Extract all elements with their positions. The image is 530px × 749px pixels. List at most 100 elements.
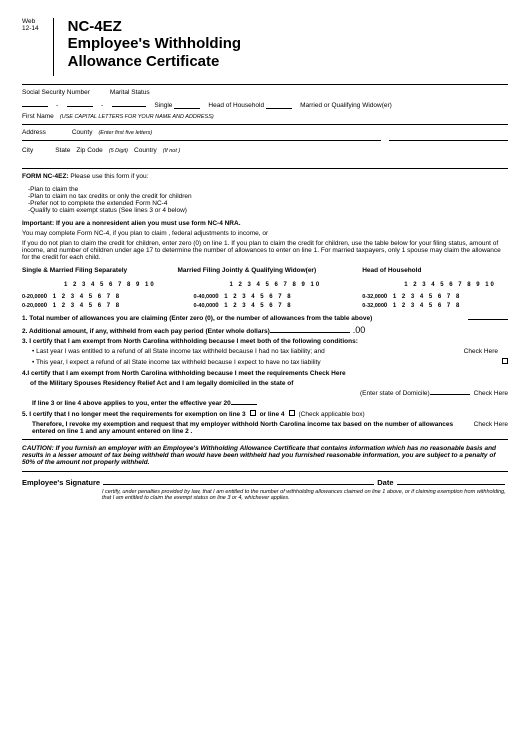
- bullet-1: -Plan to claim the: [28, 186, 508, 193]
- dash: -: [101, 102, 104, 109]
- q3a-row: • Last year I was entitled to a refund o…: [32, 348, 508, 355]
- address-input[interactable]: [22, 140, 381, 141]
- first-name-note: (USE CAPITAL LETTERS FOR YOUR NAME AND A…: [60, 114, 214, 120]
- q2-text: 2. Additional amount, if any, withheld f…: [22, 328, 270, 335]
- plan-text: If you do not plan to claim the credit f…: [22, 240, 508, 261]
- city-row: City State Zip Code (5 Digit) Country (I…: [22, 147, 508, 154]
- first-name-row: First Name (USE CAPITAL LETTERS FOR YOUR…: [22, 113, 508, 120]
- q2-row: 2. Additional amount, if any, withheld f…: [22, 325, 508, 335]
- check-here-2: Check Here: [474, 390, 508, 397]
- r2b: 0-40,000: [194, 303, 216, 309]
- q5-or: or line 4: [260, 411, 285, 418]
- country-note: (If not ): [163, 148, 180, 154]
- zip-note: (5 Digit): [109, 148, 128, 154]
- v2b: 0 1 2 3 4 5 6 7 8: [215, 303, 292, 309]
- q1-text: 1. Total number of allowances you are cl…: [22, 315, 468, 322]
- q5-applicable: (Check applicable box): [299, 411, 365, 418]
- marital-label: Marital Status: [110, 89, 150, 96]
- county-label: County: [72, 129, 93, 136]
- intro-bold: FORM NC-4EZ:: [22, 173, 69, 180]
- divider: [22, 168, 508, 169]
- header: Web 12-14 NC-4EZ Employee's Withholding …: [22, 18, 508, 76]
- sig-label: Employee's Signature: [22, 478, 100, 487]
- title-line-1: Employee's Withholding: [68, 35, 508, 53]
- first-name-input[interactable]: [22, 124, 508, 125]
- th-1: Single & Married Filing Separately: [22, 267, 178, 274]
- year-input[interactable]: [231, 404, 257, 405]
- v2c: 0 1 2 3 4 5 6 7 8: [384, 303, 461, 309]
- line34-row: If line 3 or line 4 above applies to you…: [32, 400, 508, 407]
- date-input[interactable]: [397, 484, 505, 485]
- therefore-row: Therefore, I revoke my exemption and req…: [32, 421, 508, 435]
- dash: -: [56, 102, 59, 109]
- sig-input[interactable]: [103, 484, 374, 485]
- form-code: NC-4EZ: [68, 18, 508, 35]
- v1b: 0 1 2 3 4 5 6 7 8: [215, 294, 292, 300]
- title-line-2: Allowance Certificate: [68, 53, 508, 71]
- ssn-field-1[interactable]: [22, 100, 48, 107]
- divider: [22, 439, 508, 440]
- bullet-3: -Prefer not to complete the extended For…: [28, 200, 508, 207]
- q1-input[interactable]: [468, 319, 508, 320]
- q5-text: 5. I certify that I no longer meet the r…: [22, 411, 246, 418]
- hoh-check[interactable]: [266, 102, 292, 109]
- domicile-input[interactable]: [430, 394, 470, 395]
- bullet-list: -Plan to claim the -Plan to claim no tax…: [28, 186, 508, 214]
- bullet-2: -Plan to claim no tax credits or only th…: [28, 193, 508, 200]
- signature-row: Employee's Signature Date: [22, 478, 508, 487]
- header-divider: [53, 18, 54, 76]
- ssn-label: Social Security Number: [22, 89, 90, 96]
- r2c: 0-32,000: [362, 303, 384, 309]
- ssn-marital-inputs: - - Single Head of Household Married or …: [22, 100, 508, 109]
- city-label: City: [22, 147, 33, 154]
- q3-text: 3. I certify that I am exempt from North…: [22, 338, 508, 345]
- nums-1: 1 2 3 4 5 6 7 8 9 10: [64, 282, 156, 288]
- check-here-1: Check Here: [464, 348, 498, 355]
- q4-domicile: (Enter state of Domicile): [360, 390, 430, 397]
- q3b: • This year, I expect a refund of all St…: [32, 359, 502, 366]
- q3-checkbox[interactable]: [502, 358, 508, 364]
- q4a: 4.I certify that I am exempt from North …: [22, 370, 508, 377]
- single-label: Single: [154, 102, 172, 109]
- form-page: Web 12-14 NC-4EZ Employee's Withholding …: [0, 0, 530, 519]
- county-input[interactable]: [389, 140, 509, 141]
- allowance-table: Single & Married Filing Separately Marri…: [22, 267, 508, 309]
- th-2: Married Filing Jointly & Qualifying Wido…: [178, 267, 363, 274]
- address-label: Address: [22, 129, 46, 136]
- v1: 0 1 2 3 4 5 6 7 8: [44, 294, 121, 300]
- state-label: State: [55, 147, 70, 154]
- caution-text: CAUTION: If you furnish an employer with…: [22, 445, 508, 466]
- divider: [22, 471, 508, 472]
- date-label: Date: [377, 478, 393, 487]
- q5-check-3[interactable]: [250, 410, 256, 416]
- ssn-field-3[interactable]: [112, 100, 146, 107]
- zip-label: Zip Code: [76, 147, 102, 154]
- r1b: 0-40,000: [194, 294, 216, 300]
- single-check[interactable]: [174, 102, 200, 109]
- q2-suffix: .00: [353, 325, 366, 335]
- important: Important: If you are a nonresident alie…: [22, 220, 508, 227]
- th-3: Head of Household: [362, 267, 508, 274]
- ssn-marital-row: Social Security Number Marital Status: [22, 89, 508, 96]
- sig-note: I certify, under penalties provided by l…: [102, 489, 508, 501]
- check-here-3: Check Here: [474, 421, 508, 428]
- address-row: Address County (Enter first five letters…: [22, 129, 508, 136]
- v1c: 0 1 2 3 4 5 6 7 8: [384, 294, 461, 300]
- mqw-label: Married or Qualifying Widow(er): [300, 102, 392, 109]
- line34: If line 3 or line 4 above applies to you…: [32, 400, 231, 407]
- may-complete: You may complete Form NC-4, if you plan …: [22, 230, 508, 237]
- q2-input[interactable]: [270, 332, 350, 333]
- title-block: NC-4EZ Employee's Withholding Allowance …: [68, 18, 508, 71]
- intro-row: FORM NC-4EZ: Please use this form if you…: [22, 173, 508, 180]
- intro-text: Please use this form if you:: [69, 173, 149, 180]
- q5-check-4[interactable]: [289, 410, 295, 416]
- divider: [22, 84, 508, 85]
- q3a: • Last year I was entitled to a refund o…: [32, 348, 464, 355]
- header-meta: Web 12-14: [22, 18, 39, 32]
- therefore: Therefore, I revoke my exemption and req…: [32, 421, 468, 435]
- revision-label: 12-14: [22, 25, 39, 32]
- r1c: 0-32,000: [362, 294, 384, 300]
- ssn-field-2[interactable]: [67, 100, 93, 107]
- r2: 0-20,000: [22, 303, 44, 309]
- county-note: (Enter first five letters): [98, 130, 152, 136]
